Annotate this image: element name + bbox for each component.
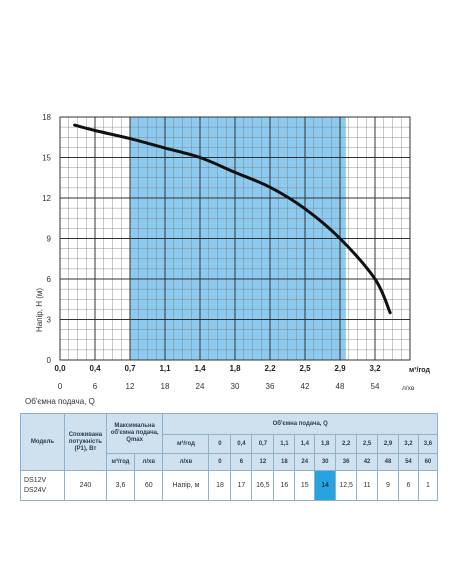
x-tick-label-bottom: 54 <box>371 382 380 391</box>
y-tick-label: 12 <box>42 194 51 203</box>
flow-lmin-header: 42 <box>356 453 379 471</box>
flow-m3h-header: 0 <box>208 434 232 454</box>
head-value-cell: 16,5 <box>251 470 275 501</box>
major-grid <box>60 117 410 360</box>
x-axis-top-tick-labels: 0,0 0,4 0,7 1,1 1,4 1,8 2,2 2,5 2,9 3,2 <box>54 364 381 373</box>
model-ds24v: DS24V <box>24 486 47 494</box>
header-qmax-m3h-unit: м³/год <box>105 453 136 471</box>
flow-lmin-header: 6 <box>230 453 253 471</box>
table-row: DS12V DS24V 240 3,6 60 Напір, м 18 17 16,5… <box>20 470 439 501</box>
flow-lmin-header: 54 <box>397 453 419 471</box>
x-tick-label-top: 1,8 <box>229 364 241 373</box>
pump-spec-table: Модель Споживана потужність (P1), Вт Мак… <box>20 413 439 501</box>
flow-lmin-header: 36 <box>335 453 358 471</box>
x-tick-label-bottom: 12 <box>126 382 135 391</box>
x-axis-unit-bottom: л/хв <box>402 385 415 392</box>
y-axis-tick-labels: 0 3 6 9 12 15 18 <box>42 113 51 365</box>
x-tick-label-top: 0,4 <box>89 364 101 373</box>
qmax-lmin-cell: 60 <box>134 470 164 501</box>
y-tick-label: 9 <box>47 235 52 244</box>
x-tick-label-bottom: 6 <box>93 382 98 391</box>
qmax-m3h-cell: 3,6 <box>105 470 136 501</box>
head-label-cell: Напір, м <box>162 470 210 501</box>
flow-lmin-header: 18 <box>273 453 296 471</box>
model-cell: DS12V DS24V <box>20 470 65 501</box>
power-cell: 240 <box>63 470 107 501</box>
y-axis-label: Напір, Н (м) <box>35 288 44 332</box>
head-value-cell: 6 <box>397 470 419 501</box>
flow-m3h-header: 1,8 <box>314 434 337 454</box>
header-model: Модель <box>20 413 65 471</box>
header-flow: Об'ємна подача, Q <box>162 413 438 435</box>
x-tick-label-bottom: 24 <box>196 382 205 391</box>
head-value-cell: 14 <box>314 470 337 501</box>
head-value-cell: 11 <box>356 470 379 501</box>
flow-m3h-header: 0,7 <box>251 434 275 454</box>
pump-curve-line <box>73 123 392 315</box>
flow-m3h-header: 0,4 <box>230 434 253 454</box>
header-qmax-lmin-unit: л/хв <box>134 453 164 471</box>
flow-lmin-header: 30 <box>314 453 337 471</box>
x-tick-label-top: 2,9 <box>334 364 346 373</box>
flow-m3h-header: 1,1 <box>273 434 296 454</box>
head-value-cell: 1 <box>417 470 439 501</box>
flow-m3h-header: 3,2 <box>397 434 419 454</box>
x-tick-label-top: 3,2 <box>369 364 381 373</box>
head-value-cell: 15 <box>294 470 316 501</box>
y-tick-label: 18 <box>42 113 51 122</box>
x-tick-label-bottom: 48 <box>336 382 345 391</box>
x-tick-label-top: 2,2 <box>264 364 276 373</box>
flow-m3h-header: 2,2 <box>335 434 358 454</box>
flow-m3h-header: 3,6 <box>417 434 439 454</box>
y-tick-label: 15 <box>42 154 51 163</box>
y-tick-label: 0 <box>47 356 52 365</box>
y-tick-label: 3 <box>47 316 52 325</box>
x-axis-unit-top: м³/год <box>409 367 430 374</box>
head-value-cell: 16 <box>273 470 296 501</box>
x-tick-label-top: 0,0 <box>54 364 66 373</box>
head-value-cell: 18 <box>208 470 232 501</box>
x-tick-label-top: 1,1 <box>159 364 171 373</box>
model-ds12v: DS12V <box>24 476 47 484</box>
flow-m3h-header: 2,9 <box>377 434 399 454</box>
x-tick-label-top: 0,7 <box>124 364 136 373</box>
x-axis-label: Об'ємна подача, Q <box>25 397 95 406</box>
header-power: Споживана потужність (P1), Вт <box>63 413 107 471</box>
plot-frame <box>59 116 411 361</box>
head-value-cell: 12,5 <box>335 470 358 501</box>
x-tick-label-bottom: 30 <box>231 382 240 391</box>
flow-m3h-header: 2,5 <box>356 434 379 454</box>
flow-lmin-header: 24 <box>294 453 316 471</box>
x-tick-label-bottom: 42 <box>301 382 310 391</box>
x-tick-label-bottom: 36 <box>266 382 275 391</box>
head-value-cell: 17 <box>230 470 253 501</box>
flow-m3h-header: 1,4 <box>294 434 316 454</box>
header-unit-m3h: м³/год <box>162 434 210 454</box>
y-tick-label: 6 <box>47 275 52 284</box>
x-axis-bottom-tick-labels: 0 6 12 18 24 30 36 42 48 54 <box>58 382 380 391</box>
x-tick-label-top: 1,4 <box>194 364 206 373</box>
flow-lmin-header: 60 <box>417 453 439 471</box>
flow-lmin-header: 48 <box>377 453 399 471</box>
x-tick-label-bottom: 0 <box>58 382 63 391</box>
header-unit-lmin: л/хв <box>162 453 210 471</box>
header-max-flow: Максимальна об'ємна подача, Qmax <box>105 413 164 454</box>
x-tick-label-top: 2,5 <box>299 364 311 373</box>
x-tick-label-bottom: 18 <box>161 382 170 391</box>
flow-lmin-header: 12 <box>251 453 275 471</box>
head-value-cell: 9 <box>377 470 399 501</box>
flow-lmin-header: 0 <box>208 453 232 471</box>
